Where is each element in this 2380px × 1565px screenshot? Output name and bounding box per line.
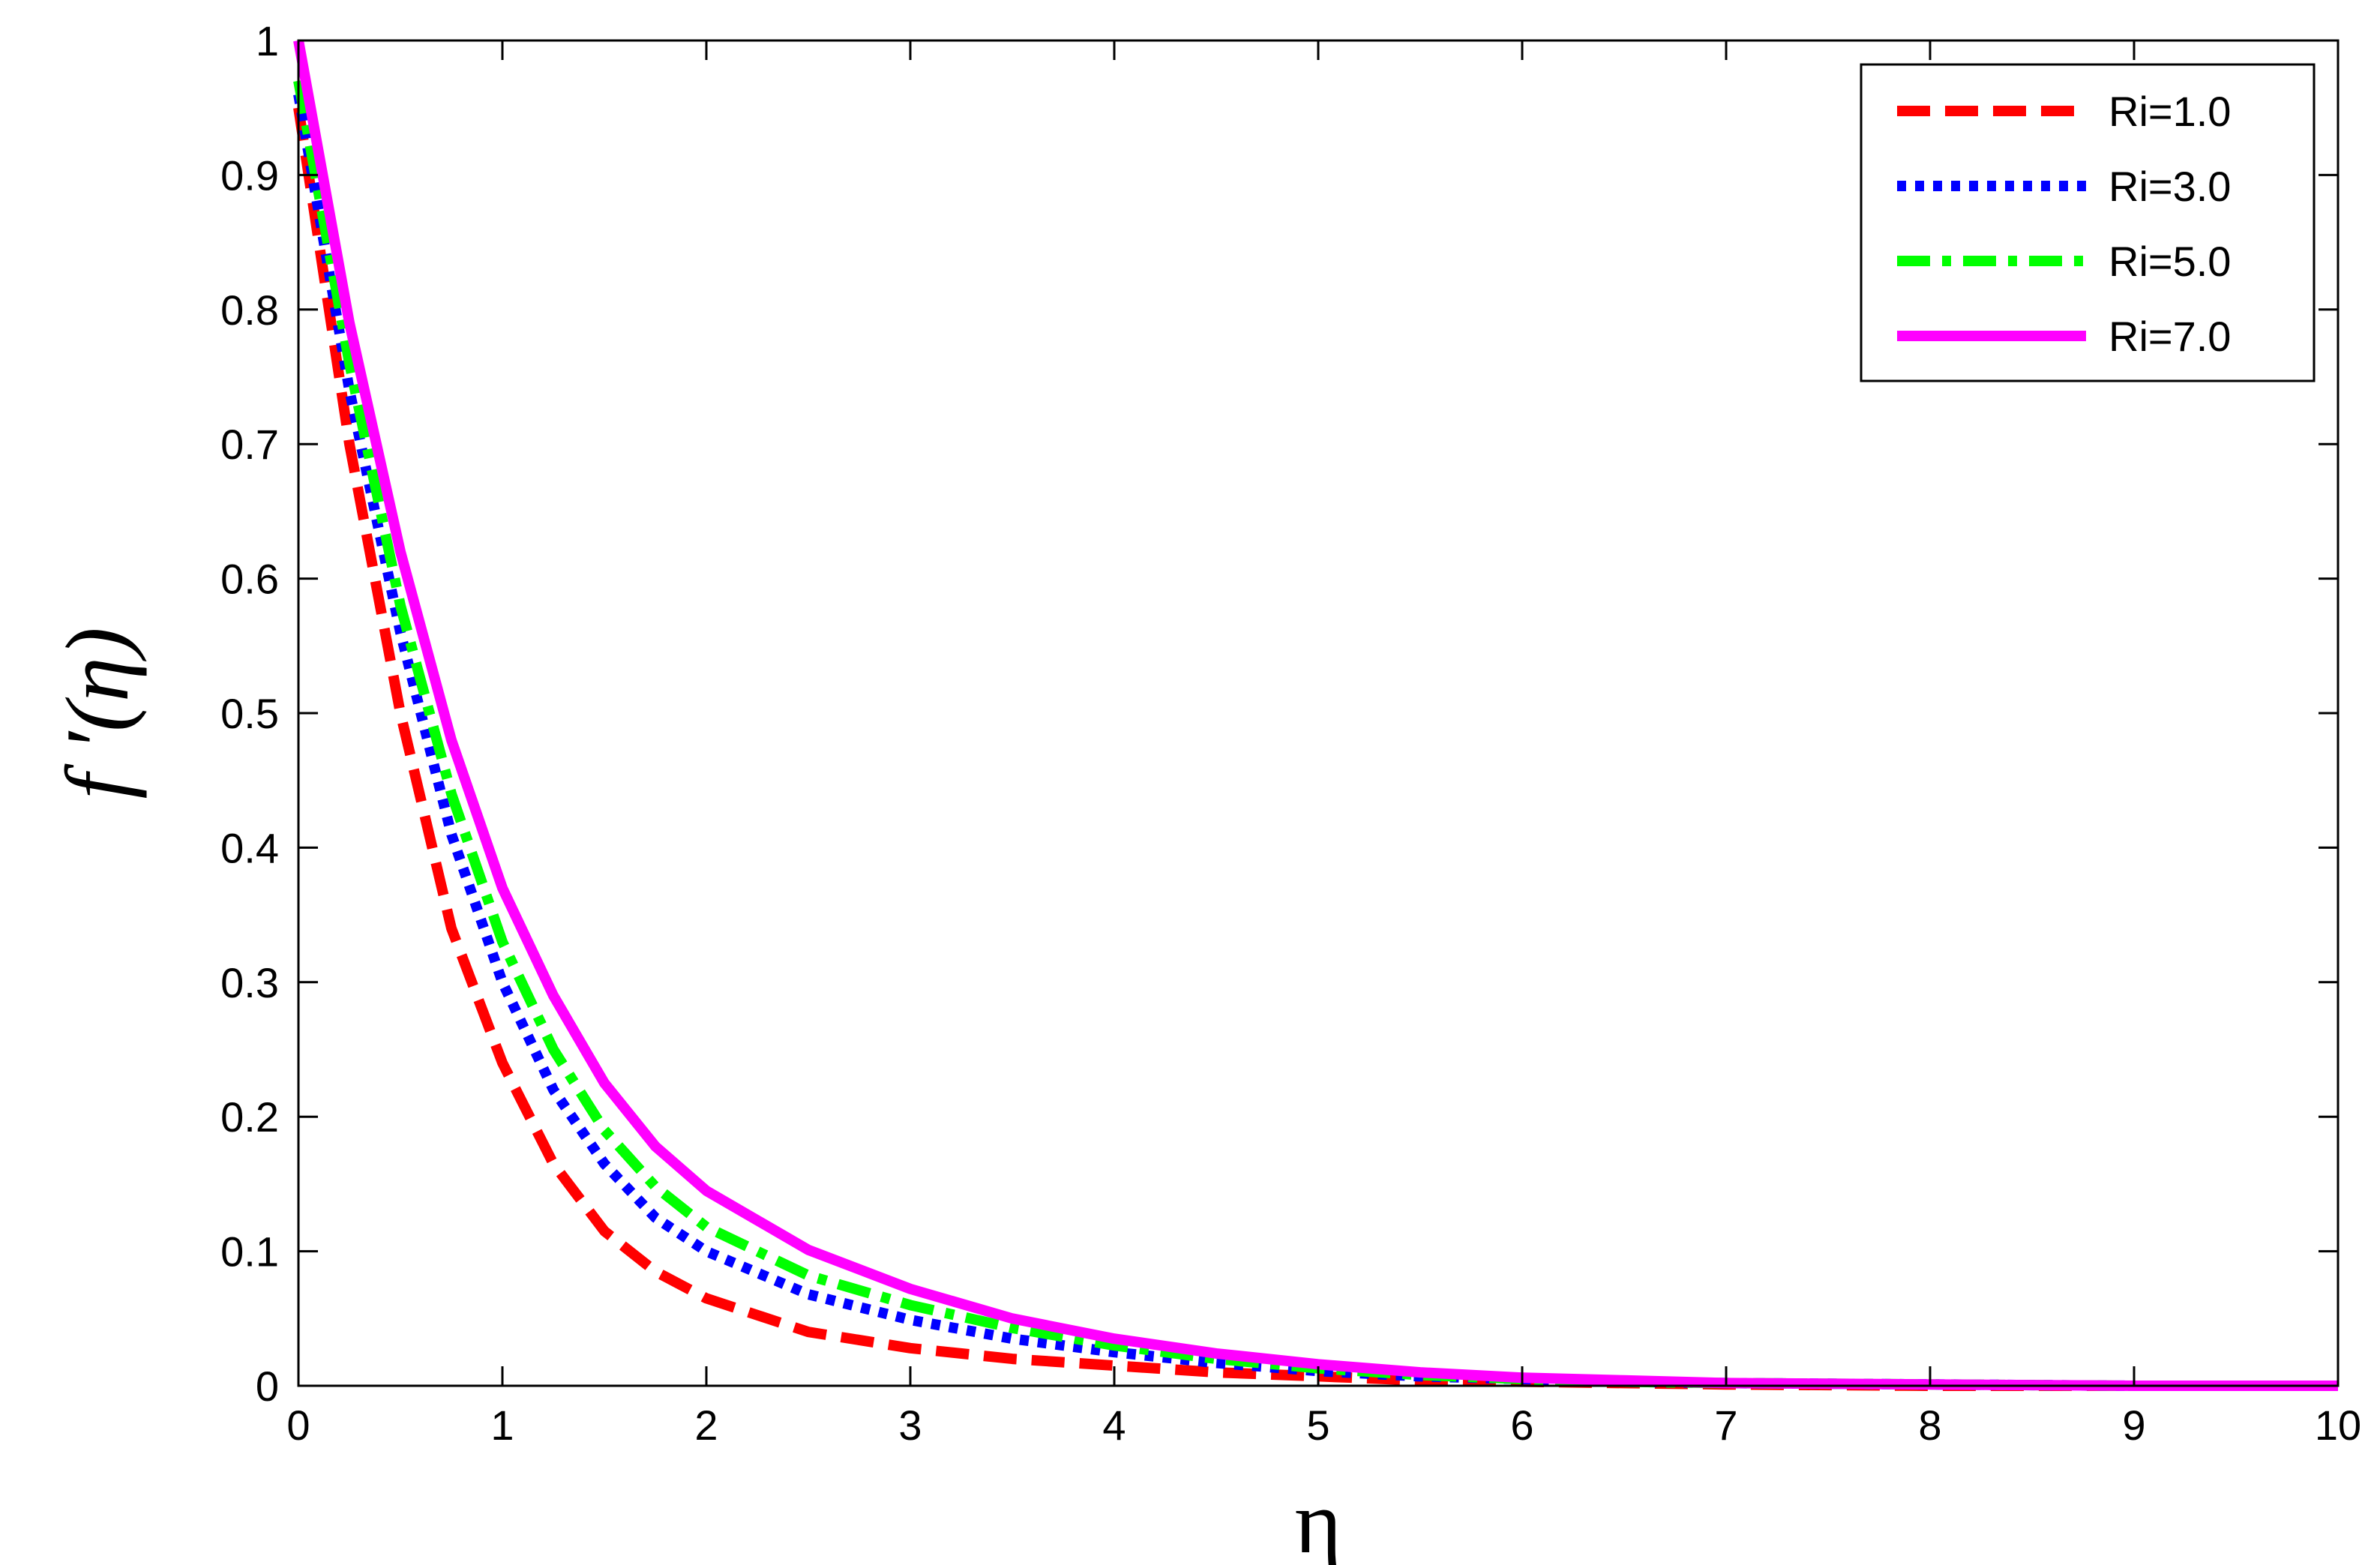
x-tick-label: 4 (1102, 1402, 1126, 1449)
y-tick-label: 0.9 (220, 151, 279, 199)
y-tick-label: 0.1 (220, 1228, 279, 1276)
legend-label: Ri=1.0 (2109, 88, 2231, 135)
y-tick-label: 0.5 (220, 690, 279, 737)
legend: Ri=1.0 Ri=3.0 Ri=5.0 Ri=7.0 (1860, 63, 2316, 382)
x-tick-label: 6 (1510, 1402, 1533, 1449)
series-line-ri-7-0 (293, 39, 2338, 1391)
axis-ticks (297, 39, 2340, 1387)
legend-label: Ri=5.0 (2109, 238, 2231, 285)
y-tick-label: 0 (256, 1363, 279, 1410)
x-tick-label: 0 (286, 1402, 310, 1449)
x-tick-label: 1 (490, 1402, 514, 1449)
y-tick-label: 0.7 (220, 421, 279, 468)
x-tick-label: 3 (898, 1402, 922, 1449)
x-tick-label: 10 (2315, 1402, 2361, 1449)
y-tick-label: 1 (256, 17, 279, 64)
plot-lines (293, 39, 2338, 1391)
legend-box (1860, 63, 2316, 382)
x-tick-label: 7 (1714, 1402, 1737, 1449)
y-tick-label: 0.8 (220, 286, 279, 334)
x-axis-label: η (1295, 1472, 1342, 1565)
x-tick-label: 2 (694, 1402, 718, 1449)
y-axis-label: f ′(η) (47, 627, 147, 799)
axis-tick-labels: 0 1 2 3 4 5 6 7 8 9 10 0 0.1 0.2 0.3 0.4 0.5 0.6 0.7 0.8 0.9… (220, 17, 2361, 1449)
y-tick-label: 0.2 (220, 1093, 279, 1141)
series-line-ri-3-0 (293, 93, 2338, 1391)
legend-label: Ri=7.0 (2109, 313, 2231, 360)
x-tick-label: 9 (2122, 1402, 2145, 1449)
y-tick-label: 0.4 (220, 824, 279, 871)
y-tick-label: 0.3 (220, 959, 279, 1006)
y-tick-label: 0.6 (220, 556, 279, 603)
legend-label: Ri=3.0 (2109, 163, 2231, 210)
x-tick-label: 5 (1306, 1402, 1329, 1449)
x-tick-label: 8 (1918, 1402, 1941, 1449)
